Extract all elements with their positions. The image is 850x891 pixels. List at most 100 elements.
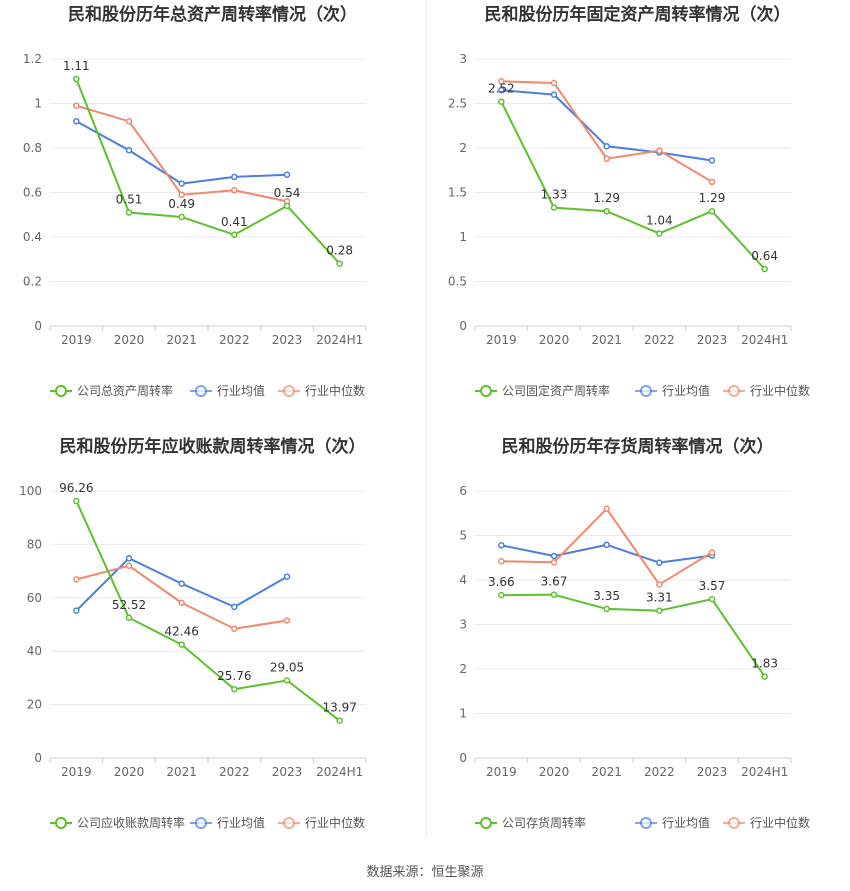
- legend-item-2[interactable]: 行业中位数: [723, 383, 810, 398]
- data-point: [178, 191, 185, 198]
- data-point: [125, 614, 133, 622]
- panel-divider: [426, 0, 427, 838]
- data-point: [336, 260, 343, 267]
- y-tick-label: 60: [27, 591, 42, 605]
- data-label: 3.66: [488, 575, 515, 589]
- y-tick-label: 4: [459, 573, 467, 587]
- chart-receivables-turnover: 民和股份历年应收账款周转率情况（次） 0 20 40 60 80 100 2019 2020 20…: [0, 432, 425, 864]
- data-point: [178, 580, 185, 587]
- data-point: [603, 155, 610, 162]
- legend-swatch-marker: [640, 385, 652, 397]
- data-point: [498, 78, 505, 85]
- legend-item-0[interactable]: 公司存货周转率: [475, 815, 586, 830]
- x-tick-label: 2020: [114, 333, 145, 347]
- data-point: [656, 147, 663, 154]
- data-point: [125, 118, 133, 125]
- data-label: 0.49: [168, 197, 195, 211]
- data-point: [125, 209, 133, 216]
- legend-item-0[interactable]: 公司应收账款周转率: [50, 815, 185, 830]
- legend-swatch-marker: [728, 385, 740, 397]
- y-tick-label: 0.5: [448, 275, 467, 289]
- x-tick-label: 2022: [644, 765, 675, 779]
- data-label: 1.29: [699, 191, 726, 205]
- x-tick-label: 2024H1: [316, 765, 363, 779]
- legend-item-1[interactable]: 行业均值: [190, 815, 265, 830]
- x-tick-label: 2020: [539, 765, 570, 779]
- legend-item-1[interactable]: 行业均值: [635, 815, 710, 830]
- data-point: [231, 685, 238, 693]
- legend-item-2[interactable]: 行业中位数: [278, 383, 365, 398]
- x-tick-label: 2019: [61, 333, 92, 347]
- data-label: 13.97: [322, 701, 356, 715]
- y-tick-label: 0: [34, 319, 42, 333]
- legend-item-2[interactable]: 行业中位数: [723, 815, 810, 830]
- chart-svg: 民和股份历年固定资产周转率情况（次） 0 0.5 1 1.5 2 2.5 3 2019 2020 2…: [448, 4, 810, 398]
- data-point: [603, 505, 610, 513]
- y-tick-label: 1: [459, 707, 467, 721]
- legend-label: 行业均值: [217, 815, 265, 830]
- y-tick-label: 0.6: [23, 186, 42, 200]
- data-point: [603, 605, 610, 613]
- data-label: 1.29: [593, 191, 620, 205]
- data-label: 96.26: [59, 481, 93, 495]
- series-line-1: [75, 120, 288, 185]
- legend-item-2[interactable]: 行业中位数: [278, 815, 365, 830]
- data-point: [656, 559, 663, 566]
- data-label: 29.05: [270, 660, 304, 674]
- legend-label: 行业中位数: [750, 383, 810, 398]
- data-point: [761, 673, 768, 680]
- data-point: [550, 591, 558, 598]
- y-tick-label: 6: [459, 484, 467, 498]
- data-point: [283, 617, 291, 624]
- legend-swatch-marker: [480, 385, 492, 397]
- data-point: [283, 202, 291, 210]
- data-point: [550, 558, 558, 566]
- legend-item-0[interactable]: 公司固定资产周转率: [475, 383, 610, 398]
- y-tick-label: 20: [27, 698, 42, 712]
- data-label: 3.31: [646, 591, 673, 605]
- y-tick-label: 100: [19, 484, 42, 498]
- chart-svg: 民和股份历年存货周转率情况（次） 0 1 2 3 4 5 6 2019 2020 2021 2022 2…: [459, 436, 810, 830]
- legend-label: 行业均值: [662, 815, 710, 830]
- data-label: 1.04: [646, 213, 673, 227]
- legend-swatch-marker: [480, 817, 492, 829]
- data-point: [178, 213, 185, 221]
- series-line-2: [76, 104, 288, 203]
- data-point: [125, 146, 133, 154]
- data-point: [761, 265, 768, 273]
- data-label: 0.64: [751, 249, 778, 263]
- data-point: [498, 86, 505, 94]
- data-point: [231, 603, 238, 611]
- chart-fixed-asset-turnover: 民和股份历年固定资产周转率情况（次） 0 0.5 1 1.5 2 2.5 3 2019 2020 2…: [425, 0, 850, 432]
- data-point: [656, 607, 663, 614]
- data-label: 25.76: [217, 669, 251, 683]
- chart-title: 民和股份历年总资产周转率情况（次）: [68, 4, 357, 25]
- series-line-1: [501, 89, 713, 162]
- data-point: [125, 555, 133, 562]
- series-line-0: [500, 101, 766, 270]
- data-label: 0.54: [274, 186, 301, 200]
- data-point: [498, 98, 505, 105]
- x-tick-label: 2022: [219, 333, 250, 347]
- chart-title: 民和股份历年应收账款周转率情况（次）: [60, 436, 366, 457]
- legend-item-1[interactable]: 行业均值: [635, 383, 710, 398]
- data-point: [708, 595, 716, 603]
- data-point: [656, 230, 663, 237]
- data-point: [603, 142, 610, 150]
- data-point: [231, 625, 238, 633]
- data-label: 0.51: [116, 193, 143, 207]
- x-tick-label: 2020: [114, 765, 145, 779]
- data-point: [498, 591, 505, 599]
- legend-item-1[interactable]: 行业均值: [190, 383, 265, 398]
- legend-item-0[interactable]: 公司总资产周转率: [50, 383, 173, 398]
- legend-swatch-marker: [195, 817, 207, 829]
- chart-title: 民和股份历年存货周转率情况（次）: [502, 436, 774, 457]
- data-point: [283, 171, 291, 178]
- chart-svg: 民和股份历年总资产周转率情况（次） 0 0.2 0.4 0.6 0.8 1 1.2 2019 20…: [23, 4, 367, 398]
- legend-swatch-marker: [728, 817, 740, 829]
- x-tick-label: 2019: [486, 765, 517, 779]
- data-label: 3.35: [593, 589, 620, 603]
- x-tick-label: 2022: [219, 765, 250, 779]
- y-tick-label: 0.8: [23, 141, 42, 155]
- y-tick-label: 0.4: [23, 230, 42, 244]
